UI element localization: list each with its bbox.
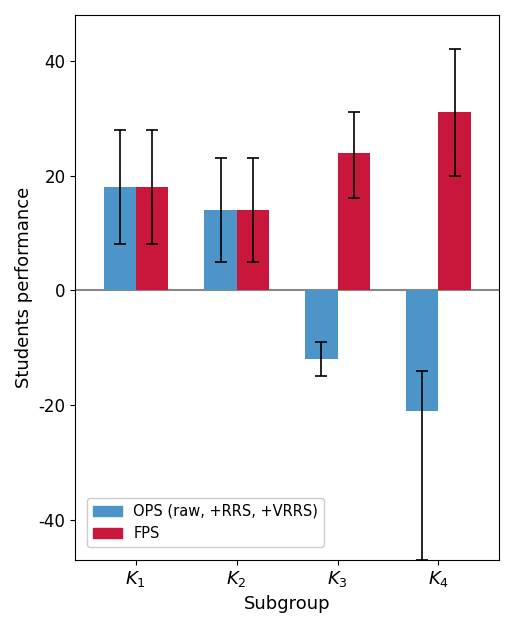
Bar: [406, 290, 438, 411]
Bar: [438, 112, 471, 290]
Bar: [205, 210, 236, 290]
Y-axis label: Students performance: Students performance: [15, 187, 33, 388]
Bar: [136, 187, 168, 290]
Bar: [103, 187, 136, 290]
Bar: [305, 290, 338, 359]
Bar: [338, 153, 370, 290]
Bar: [236, 210, 269, 290]
X-axis label: Subgroup: Subgroup: [244, 595, 331, 613]
Legend: OPS (raw, +RRS, +VRRS), FPS: OPS (raw, +RRS, +VRRS), FPS: [87, 498, 324, 547]
